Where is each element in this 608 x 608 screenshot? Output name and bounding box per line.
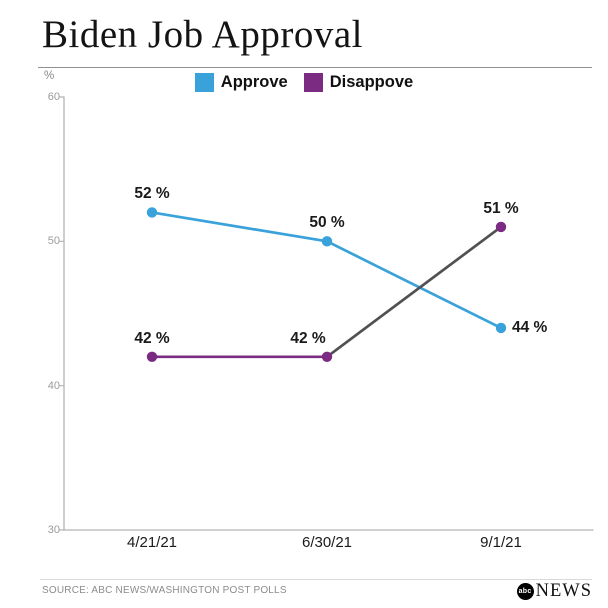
x-tick-label: 4/21/21 — [126, 534, 178, 551]
legend-item-disappove: Disappove — [303, 73, 414, 92]
abc-news-logo: abc NEWS — [516, 581, 592, 602]
approve-point-marker — [146, 207, 158, 218]
y-tick-label: 30 — [47, 524, 60, 536]
approve-point-label: 50 % — [309, 214, 345, 232]
approve-line-segment — [150, 211, 329, 243]
news-wordmark: NEWS — [535, 581, 592, 601]
legend: Approve Disappove — [0, 73, 608, 92]
legend-label: Disappove — [329, 73, 414, 91]
y-tick-label: 60 — [47, 91, 60, 103]
approve-point-marker — [495, 322, 507, 334]
page-title: Biden Job Approval — [42, 13, 363, 56]
legend-label: Approve — [220, 73, 288, 91]
footer-divider — [40, 579, 592, 580]
disappove-point-label: 42 % — [134, 329, 170, 347]
disappove-point-label: 51 % — [483, 199, 519, 217]
abc-circle-logo-icon: abc — [516, 583, 534, 600]
y-axis-unit-label: % — [44, 70, 55, 82]
approve-point-label: 52 % — [134, 185, 170, 203]
approve-point-label: 44 % — [512, 318, 548, 336]
x-tick-label: 9/1/21 — [480, 534, 522, 551]
disappove-line-segment — [325, 225, 503, 359]
source-credit: SOURCE: ABC NEWS/WASHINGTON POST POLLS — [42, 585, 287, 596]
legend-swatch-icon — [194, 73, 214, 92]
legend-swatch-icon — [303, 73, 323, 92]
approve-line-segment — [325, 239, 503, 330]
disappove-point-marker — [321, 351, 333, 362]
y-tick-label: 40 — [47, 379, 60, 392]
disappove-point-marker — [495, 221, 507, 233]
title-divider — [38, 67, 592, 68]
y-tick-label: 50 — [47, 235, 60, 248]
x-tick-label: 6/30/21 — [301, 534, 353, 551]
disappove-point-label: 42 % — [290, 329, 326, 347]
legend-item-approve: Approve — [194, 73, 288, 92]
disappove-point-marker — [146, 351, 158, 362]
approve-point-marker — [321, 236, 333, 247]
